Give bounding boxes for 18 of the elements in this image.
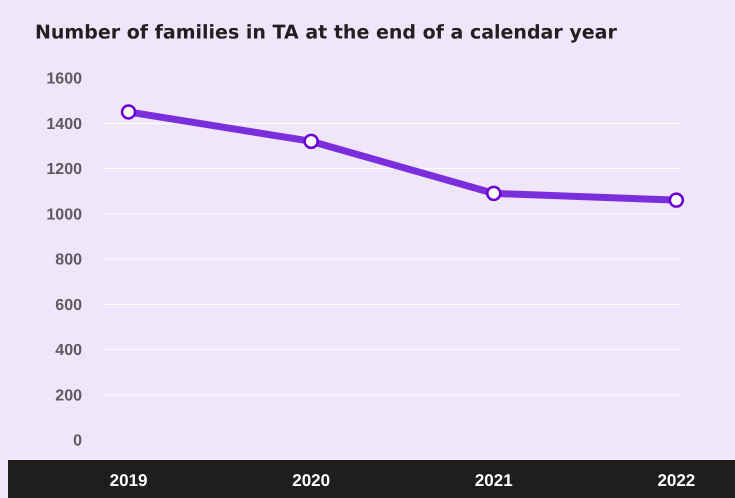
y-tick-label: 600 xyxy=(55,296,82,314)
x-tick-label: 2019 xyxy=(110,471,148,490)
x-tick-label: 2021 xyxy=(474,471,513,490)
y-tick-label: 0 xyxy=(73,432,82,450)
y-tick-label: 1200 xyxy=(46,161,82,178)
point xyxy=(303,134,319,150)
y-tick-label: 1400 xyxy=(46,116,82,133)
x-tick-label: 2022 xyxy=(657,471,696,490)
point xyxy=(486,186,502,202)
x-tick-label: 2020 xyxy=(292,471,330,490)
y-tick-label: 1600 xyxy=(46,70,82,88)
y-tick-label: 200 xyxy=(55,387,82,404)
chart-title: Number of families in TA at the end of a calendar year xyxy=(35,22,618,44)
point xyxy=(120,104,136,120)
y-tick-label: 800 xyxy=(55,252,82,269)
y-tick-label: 400 xyxy=(55,342,82,360)
point xyxy=(668,192,684,208)
y-tick-label: 1000 xyxy=(46,206,82,224)
